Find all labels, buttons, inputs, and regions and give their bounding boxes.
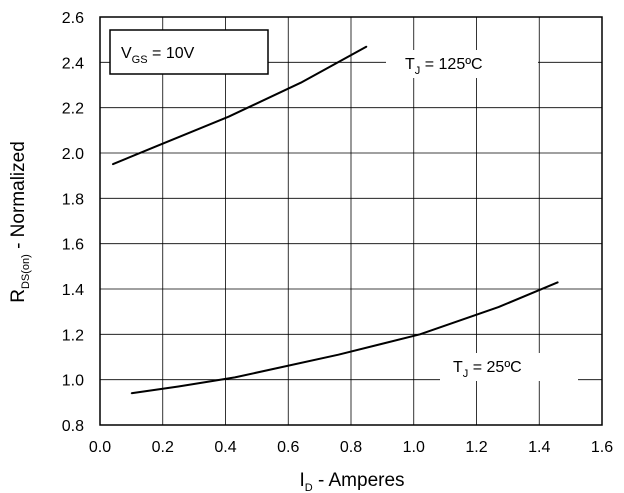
x-tick-label: 0.8 xyxy=(340,439,362,456)
data-point xyxy=(300,82,302,84)
y-tick-label: 1.8 xyxy=(62,191,84,208)
y-tick-labels: 0.8 1.0 1.2 1.4 1.6 1.8 2.0 2.2 2.4 2.6 xyxy=(62,10,84,435)
y-axis-title: RDS(on) - Normalized xyxy=(8,141,32,303)
y-tick-label: 1.4 xyxy=(62,282,84,299)
x-tick-label: 0.2 xyxy=(152,439,174,456)
y-tick-label: 2.0 xyxy=(62,146,84,163)
data-point xyxy=(130,392,132,394)
condition-box: VGS = 10V xyxy=(109,29,269,75)
data-point xyxy=(557,281,559,283)
data-point xyxy=(177,385,180,388)
curve-tj-125c xyxy=(111,45,368,166)
data-point xyxy=(111,163,114,165)
series-label-125c: TJ = 125ºC xyxy=(386,50,538,78)
x-tick-label: 1.0 xyxy=(403,439,425,456)
y-tick-label: 2.4 xyxy=(62,55,84,72)
x-tick-label: 1.4 xyxy=(528,439,550,456)
x-tick-label: 0.0 xyxy=(89,439,111,456)
x-tick-label: 1.2 xyxy=(465,439,487,456)
y-tick-label: 1.6 xyxy=(62,237,84,254)
data-point xyxy=(419,333,421,335)
x-tick-label: 0.4 xyxy=(214,439,236,456)
curve-tj-25c xyxy=(130,281,559,395)
data-point xyxy=(366,45,368,48)
data-point xyxy=(234,376,236,378)
curves xyxy=(111,45,559,395)
series-label-25c-text: TJ = 25ºC xyxy=(453,359,522,380)
y-tick-label: 1.0 xyxy=(62,373,84,390)
x-tick-label: 0.6 xyxy=(277,439,299,456)
data-point xyxy=(228,116,230,118)
x-tick-label: 1.6 xyxy=(591,439,613,456)
x-tick-labels: 0.0 0.2 0.4 0.6 0.8 1.0 1.2 1.4 1.6 xyxy=(89,439,613,456)
y-tick-label: 0.8 xyxy=(62,418,84,435)
y-tick-label: 1.2 xyxy=(62,327,84,344)
data-point xyxy=(497,306,500,308)
plot-frame xyxy=(99,16,603,426)
x-axis-title: ID - Amperes xyxy=(299,470,404,493)
data-point xyxy=(337,354,340,356)
series-label-25c: TJ = 25ºC xyxy=(440,353,578,381)
y-tick-label: 2.6 xyxy=(62,10,84,27)
data-point xyxy=(155,145,158,147)
grid xyxy=(99,16,603,426)
y-tick-label: 2.2 xyxy=(62,101,84,118)
condition-box-label: VGS = 10V xyxy=(121,45,195,66)
series-label-125c-text: TJ = 125ºC xyxy=(405,56,483,77)
